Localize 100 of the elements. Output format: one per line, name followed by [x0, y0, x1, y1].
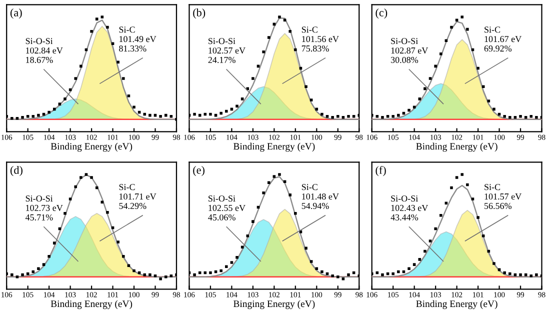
point: [381, 116, 384, 119]
point: [252, 220, 254, 223]
point: [21, 273, 24, 276]
point: [37, 114, 40, 117]
point: [48, 110, 50, 114]
point: [530, 114, 533, 118]
point: [52, 108, 56, 111]
point: [397, 270, 400, 274]
point: [127, 264, 130, 267]
annotation: Si-O-Si 102.43 eV 43.44%: [390, 195, 428, 220]
point: [482, 234, 485, 238]
point: [74, 77, 78, 80]
point: [225, 265, 228, 268]
point: [100, 200, 104, 204]
point: [68, 198, 72, 200]
point: [10, 117, 14, 120]
point: [304, 85, 308, 88]
point: [246, 234, 250, 238]
point: [336, 114, 340, 118]
point: [288, 194, 292, 196]
point: [471, 198, 474, 200]
point: [424, 87, 426, 90]
point: [193, 273, 196, 276]
point: [240, 98, 244, 100]
point: [347, 273, 350, 276]
point: [392, 114, 394, 118]
point: [294, 212, 297, 215]
point: [428, 77, 432, 80]
point: [193, 112, 196, 116]
point: [294, 48, 297, 52]
chart-title: (b): [193, 8, 206, 19]
point: [220, 269, 222, 272]
point: [288, 30, 292, 33]
point: [310, 260, 313, 263]
point: [220, 112, 222, 115]
x-axis-title: Binding Energy (eV): [50, 142, 132, 152]
point: [80, 176, 82, 179]
annotation: Si-O-Si 102.57 eV 24.17%: [208, 38, 246, 64]
point: [164, 275, 168, 278]
point: [412, 106, 416, 109]
point: [336, 275, 340, 278]
point: [58, 102, 62, 106]
point: [159, 278, 162, 280]
annotation: Si-C 101.56 eV 75.83%: [302, 26, 339, 52]
chart-title: (a): [10, 8, 22, 19]
point: [320, 270, 324, 274]
annotation: Si-C 101.71 eV 54.29%: [119, 184, 156, 210]
point: [148, 273, 152, 276]
x-axis-title: Binging Energy (eV): [234, 300, 315, 310]
point: [164, 114, 168, 117]
point: [508, 116, 512, 119]
point: [90, 176, 93, 179]
point: [283, 180, 286, 184]
point: [320, 112, 324, 116]
x-axis-title: Binding Energy (eV): [416, 300, 498, 310]
point: [90, 30, 93, 33]
point: [127, 94, 130, 98]
point: [381, 273, 384, 276]
point: [530, 274, 533, 278]
point: [439, 52, 442, 56]
point: [519, 114, 522, 118]
annotation: Si-O-Si 102.84 eV 18.67%: [26, 38, 63, 64]
point: [503, 271, 506, 274]
x-axis-title: Binding Energy (eV): [50, 300, 132, 310]
point: [116, 240, 120, 244]
point: [64, 98, 66, 100]
x-axis-title: Binding Energy (eV): [234, 142, 315, 152]
point: [408, 267, 410, 270]
point: [408, 108, 410, 112]
point: [392, 272, 394, 276]
point: [397, 114, 400, 117]
annotation: Si-O-Si 102.55 eV 45.06%: [208, 195, 246, 220]
point: [132, 269, 136, 272]
point: [444, 39, 448, 42]
point: [450, 186, 453, 190]
annotation: Si-C 101.67 eV 69.92%: [484, 26, 522, 52]
point: [64, 212, 66, 215]
annotation: Si-C 101.49 eV 81.33%: [119, 26, 156, 52]
point: [278, 16, 281, 18]
point: [132, 106, 136, 109]
chart-title: (f): [376, 166, 386, 176]
point: [21, 116, 24, 119]
point: [524, 116, 528, 119]
point: [262, 50, 265, 54]
point: [116, 60, 120, 64]
point: [310, 98, 313, 102]
point: [503, 114, 506, 118]
point: [342, 278, 345, 280]
point: [434, 227, 437, 230]
chart-title: (e): [193, 166, 204, 176]
point: [209, 271, 212, 274]
point: [84, 173, 88, 176]
point: [52, 242, 56, 244]
point: [106, 210, 109, 214]
point: [347, 114, 350, 118]
point: [492, 262, 496, 265]
point: [476, 66, 480, 70]
point: [236, 104, 238, 108]
point: [106, 26, 109, 29]
point: [455, 18, 458, 22]
